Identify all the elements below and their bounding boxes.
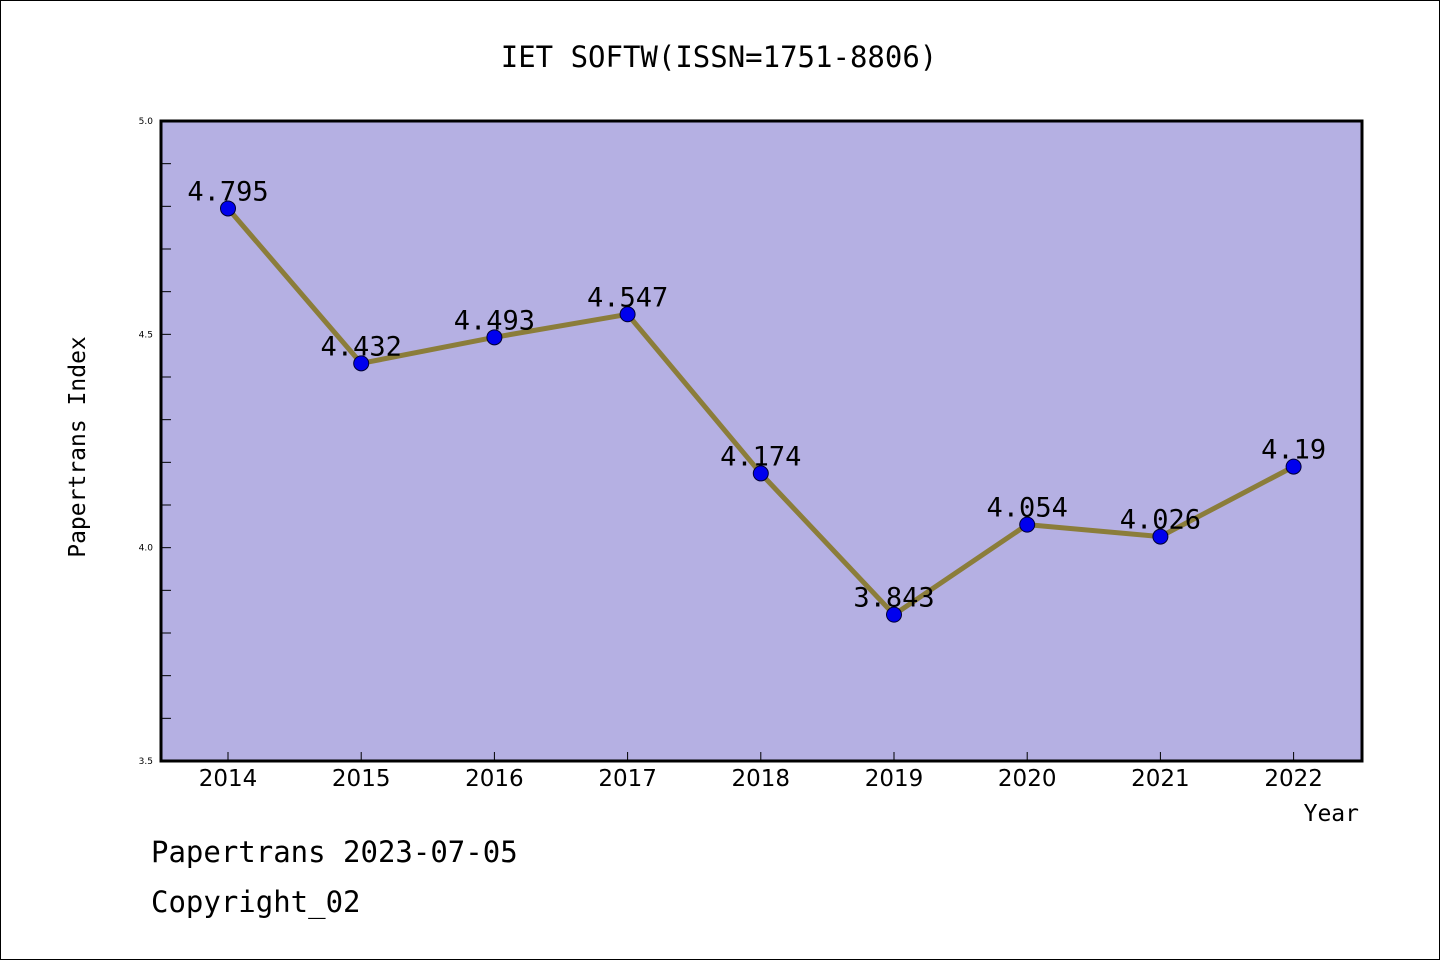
- x-tick-label: 2021: [1131, 766, 1190, 792]
- footer-date: Papertrans 2023-07-05: [151, 835, 518, 869]
- data-label: 4.432: [321, 331, 402, 362]
- x-tick-label: 2015: [332, 766, 391, 792]
- x-tick-label: 2022: [1264, 766, 1323, 792]
- data-point: [752, 465, 769, 482]
- data-point: [220, 200, 236, 217]
- x-tick-label: 2014: [199, 766, 258, 792]
- y-axis: 3.5 4.0 4.5 5.0: [139, 117, 171, 767]
- data-label: 4.054: [987, 493, 1068, 524]
- data-label: 4.174: [720, 441, 801, 472]
- data-point: [1285, 458, 1302, 475]
- x-axis: 2014 2015 2016 2017 2018 2019 2020 2021 2022: [199, 752, 1323, 792]
- x-tick-label: 2020: [998, 766, 1057, 792]
- plot-area: [159, 119, 1364, 763]
- series-layer: 4.795 4.432 4.493 4.547 4.174 3.843 4.054 4.026…: [187, 176, 1326, 623]
- x-axis-label: Year: [1304, 801, 1359, 827]
- x-tick-label: 2019: [865, 766, 924, 792]
- footer-copyright: Copyright_02: [151, 885, 361, 919]
- data-label: 4.493: [454, 305, 535, 336]
- data-point: [1152, 528, 1169, 545]
- y-tick-label: 4.0: [139, 544, 154, 554]
- data-point: [353, 355, 370, 372]
- data-label: 3.843: [853, 583, 934, 614]
- x-tick-label: 2018: [732, 766, 791, 792]
- data-point: [886, 606, 902, 623]
- x-tick-label: 2017: [598, 766, 657, 792]
- data-label: 4.795: [187, 176, 268, 207]
- data-label: 4.026: [1120, 505, 1201, 536]
- y-tick-label: 4.5: [139, 330, 153, 340]
- data-point: [619, 306, 636, 323]
- data-point: [486, 329, 503, 346]
- chart-title: IET SOFTW(ISSN=1751-8806): [501, 40, 938, 74]
- y-axis-label: Papertrans Index: [65, 336, 91, 558]
- data-point: [1019, 516, 1036, 533]
- y-tick-label: 5.0: [139, 117, 154, 127]
- y-tick-label: 3.5: [139, 757, 153, 767]
- x-tick-label: 2016: [465, 766, 524, 792]
- data-label: 4.19: [1261, 435, 1326, 466]
- data-label: 4.547: [587, 282, 668, 313]
